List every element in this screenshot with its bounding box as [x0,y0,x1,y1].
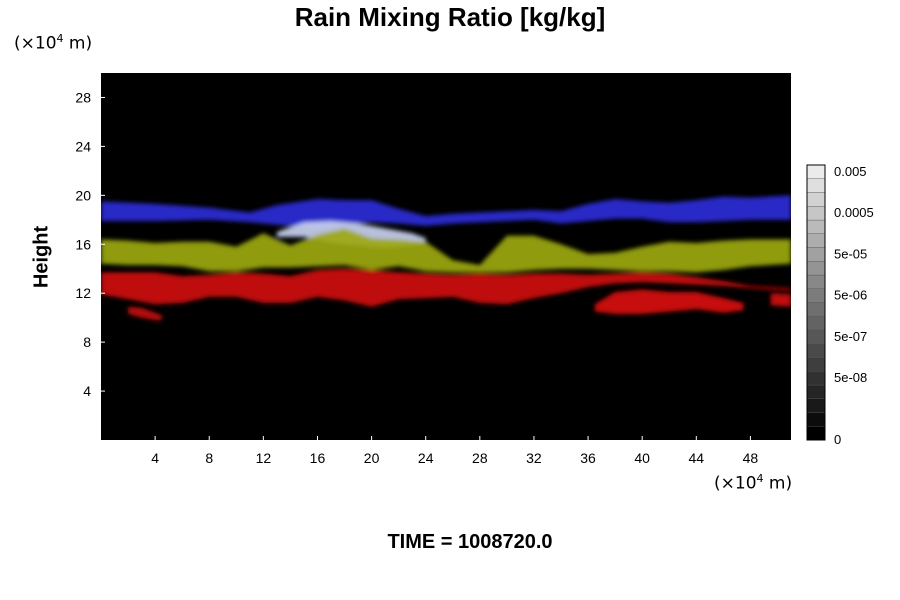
x-tick-label-48: 48 [743,450,759,466]
colorbar-level-12 [806,261,826,276]
y-tick-label-24: 24 [75,138,91,154]
y-unit-exponent: 4 [56,32,64,45]
y-tick-label-16: 16 [75,236,91,252]
x-tick-label-28: 28 [472,450,488,466]
colorbar-label-3: 5e-06 [834,288,867,303]
x-tick-label-20: 20 [364,450,380,466]
y-tick-label-4: 4 [83,383,91,399]
field-layer-6 [128,306,162,321]
colorbar-level-2 [806,398,826,413]
colorbar-level-17 [806,192,826,207]
colorbar-label-2: 5e-05 [834,246,867,261]
field-layer-3 [101,268,791,307]
colorbar-level-6 [806,343,826,358]
x-tick-label-12: 12 [256,450,272,466]
y-tick-label-20: 20 [75,187,91,203]
x-tick-label-36: 36 [580,450,596,466]
colorbar-level-18 [806,178,826,193]
x-tick-label-16: 16 [310,450,326,466]
x-tick-label-8: 8 [205,450,213,466]
x-tick-label-44: 44 [689,450,705,466]
colorbar-level-5 [806,357,826,372]
colorbar-level-16 [806,206,826,221]
y-tick-label-28: 28 [75,89,91,105]
colorbar-frame [806,164,826,441]
colorbar-label-1: 0.0005 [834,205,874,220]
y-tick-label-12: 12 [75,285,91,301]
colorbar-level-0 [806,426,826,441]
colorbar-level-14 [806,233,826,248]
colorbar-level-1 [806,412,826,427]
time-label: TIME = 1008720.0 [387,531,553,553]
y-axis-ticks: 4 8 12 16 20 24 28 [75,89,105,399]
colorbar-level-13 [806,247,826,262]
colorbar-level-11 [806,274,826,289]
colorbar-level-10 [806,288,826,303]
colorbar-level-8 [806,316,826,331]
y-tick-label-8: 8 [83,334,91,350]
colorbar-level-9 [806,302,826,317]
colorbar-level-3 [806,384,826,399]
colorbar-label-4: 5e-07 [834,329,867,344]
colorbar-level-19 [806,164,826,179]
x-tick-label-24: 24 [418,450,434,466]
colorbar-level-15 [806,219,826,234]
field-layer-4 [594,289,744,314]
field-layer-0 [101,195,791,229]
x-axis-unit: (×104 m) [714,472,793,494]
x-tick-label-4: 4 [151,450,159,466]
chart-title: Rain Mixing Ratio [kg/kg] [294,2,606,32]
field-layer-5 [770,293,791,307]
field-layers [101,195,791,321]
colorbar: 0.005 0.0005 5e-05 5e-06 5e-07 5e-08 0 [806,164,874,447]
colorbar-label-6: 0 [834,432,841,447]
colorbar-label-0: 0.005 [834,164,867,179]
x-tick-label-40: 40 [634,450,650,466]
colorbar-level-7 [806,329,826,344]
field-layer-2 [101,228,791,273]
x-tick-label-32: 32 [526,450,542,466]
y-axis-unit: (×104 m) [14,32,93,54]
x-axis-ticks: 4 8 12 16 20 24 28 32 36 40 44 48 [151,436,758,466]
colorbar-label-5: 5e-08 [834,370,867,385]
x-unit-exponent: 4 [756,472,764,485]
colorbar-level-4 [806,371,826,386]
